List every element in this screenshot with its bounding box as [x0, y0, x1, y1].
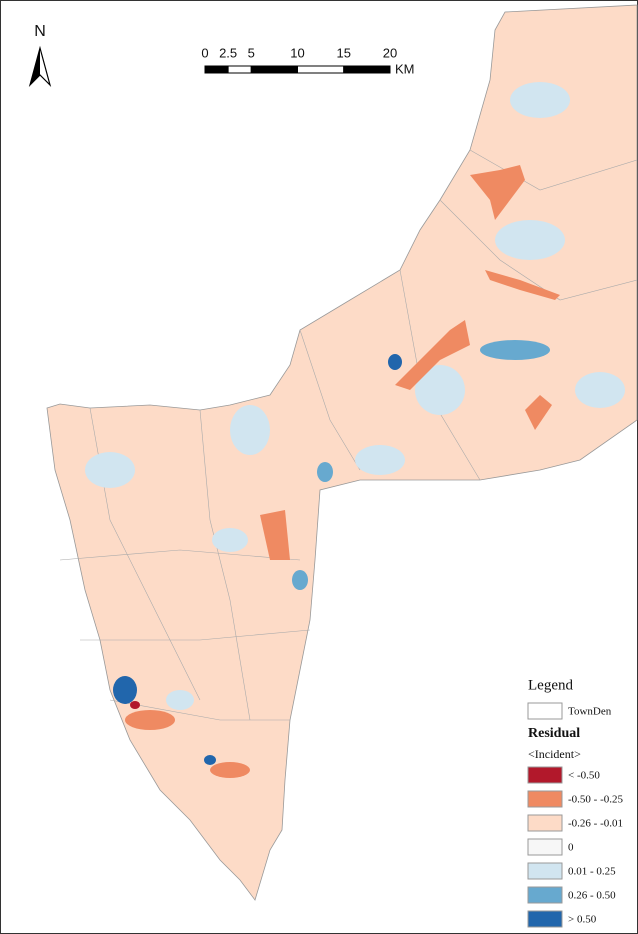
- class-label: < -0.50: [568, 770, 600, 782]
- boundary-label: TownDen: [568, 706, 612, 718]
- residual-patch: [388, 354, 402, 370]
- residual-patch: [260, 510, 290, 560]
- class-swatch: [527, 862, 563, 880]
- scale-tick-label: 20: [383, 45, 397, 60]
- scale-tick-label: 5: [248, 45, 255, 60]
- north-label: N: [34, 23, 46, 40]
- class-swatch: [527, 910, 563, 928]
- scale-tick-label: 10: [290, 45, 304, 60]
- residual-patch: [212, 528, 248, 552]
- residual-patch: [166, 690, 194, 710]
- class-swatch: [527, 838, 563, 856]
- class-label: -0.26 - -0.01: [568, 818, 623, 830]
- class-swatch: [527, 766, 563, 784]
- residual-patches: [85, 82, 625, 778]
- map-area: [46, 4, 638, 901]
- scale-unit: KM: [395, 61, 415, 76]
- residual-patch: [415, 365, 465, 415]
- residual-patch: [525, 395, 552, 430]
- residual-patch: [395, 320, 470, 390]
- residual-patch: [292, 570, 308, 590]
- region: [46, 4, 638, 901]
- north-arrow: N: [28, 23, 52, 88]
- residual-patch: [575, 372, 625, 408]
- residual-patch: [317, 462, 333, 482]
- residual-patch: [495, 220, 565, 260]
- residual-patch: [230, 405, 270, 455]
- north-arrow-shade: [30, 48, 40, 85]
- scale-segment: [297, 65, 345, 74]
- class-label: 0.01 - 0.25: [568, 866, 616, 878]
- scale-segment: [204, 65, 229, 74]
- residual-patch: [510, 82, 570, 118]
- residual-patch: [204, 755, 216, 765]
- residual-patch: [210, 762, 250, 778]
- residual-patch: [355, 445, 405, 475]
- class-label: > 0.50: [568, 914, 597, 926]
- residual-patch: [485, 270, 560, 300]
- scale-tick-label: 2.5: [219, 45, 237, 60]
- scale-segment: [227, 65, 252, 74]
- field-subtitle: <Incident>: [528, 747, 581, 761]
- scale-tick-label: 15: [337, 45, 351, 60]
- class-label: 0: [568, 842, 574, 854]
- residual-patch: [85, 452, 135, 488]
- class-label: -0.50 - -0.25: [568, 794, 623, 806]
- residual-patch: [125, 710, 175, 730]
- class-swatch: [527, 886, 563, 904]
- class-swatch: [527, 790, 563, 808]
- residual-patch: [113, 676, 137, 704]
- class-swatch: [527, 814, 563, 832]
- legend-title: Legend: [528, 677, 573, 693]
- scale-tick-label: 0: [201, 45, 208, 60]
- field-title: Residual: [528, 726, 580, 741]
- residual-patch: [470, 165, 525, 220]
- residual-patch: [480, 340, 550, 360]
- boundary-swatch: [527, 702, 563, 720]
- scale-segment: [343, 65, 391, 74]
- legend: Legend TownDen Residual <Incident> < -0.…: [527, 677, 623, 928]
- class-label: 0.26 - 0.50: [568, 890, 616, 902]
- residual-patch: [130, 701, 140, 709]
- scale-segment: [250, 65, 298, 74]
